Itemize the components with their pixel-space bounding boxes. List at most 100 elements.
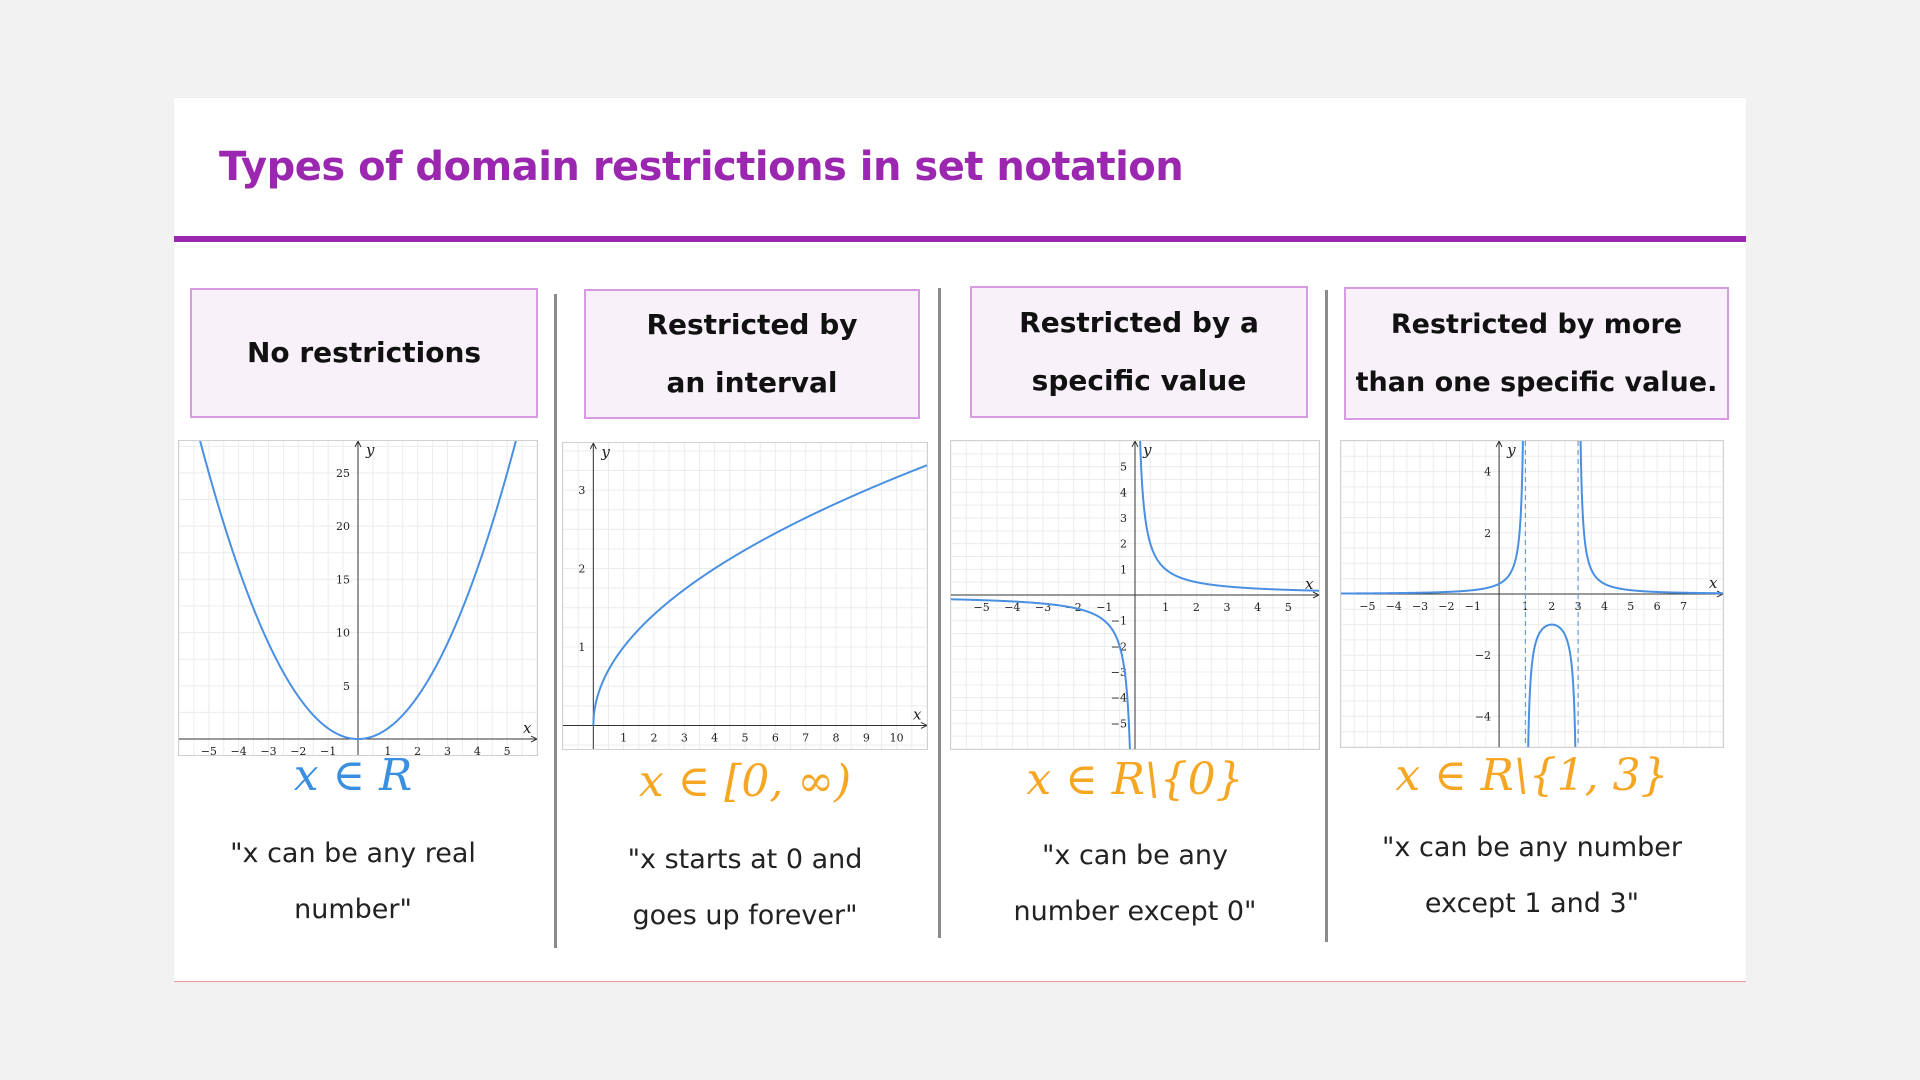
x-tick-label: −2 [1438, 600, 1454, 613]
label-line: than one specific value. [1355, 366, 1718, 398]
y-tick-label: 1 [1120, 563, 1127, 576]
x-tick-label: 1 [1162, 601, 1169, 614]
y-tick-label: 20 [336, 520, 350, 533]
title-underline [174, 236, 1746, 242]
y-tick-label: −2 [1475, 649, 1491, 662]
page-title: Types of domain restrictions in set nota… [219, 144, 1184, 190]
x-axis-arrow-icon [920, 722, 927, 729]
x-axis-label: x [1305, 575, 1314, 593]
y-tick-label: 2 [1484, 527, 1491, 540]
x-tick-label: −3 [1412, 600, 1428, 613]
y-tick-label: 15 [336, 573, 350, 586]
x-axis-arrow-icon [1716, 590, 1723, 598]
y-tick-label: 4 [1484, 466, 1491, 479]
description-all-reals: "x can be any real number" [178, 826, 528, 938]
label-line: Restricted by [646, 308, 858, 341]
chart-sqrt: 1 2 3 4 5 6 7 8 9 10 1 2 3 x y [563, 443, 927, 749]
notation-except-zero: x ∈ R\{0} [1026, 754, 1244, 805]
description-line: except 1 and 3" [1424, 888, 1640, 919]
x-tick-label: 9 [863, 731, 870, 744]
x-tick-label: 5 [1285, 601, 1292, 614]
x-tick-label: 6 [1654, 600, 1661, 613]
slide-bottom-border [174, 981, 1746, 982]
y-tick-label: 3 [1120, 512, 1127, 525]
function-curve [199, 441, 517, 741]
y-axis-label: y [600, 443, 610, 461]
function-curve [592, 464, 927, 726]
x-axis-arrow-icon [1312, 591, 1319, 599]
x-tick-label: 7 [802, 731, 809, 744]
x-axis-label: x [523, 719, 532, 737]
function-curve [951, 441, 1319, 749]
x-tick-label: 10 [890, 731, 904, 744]
x-tick-label: −1 [1465, 600, 1481, 613]
description-line: "x can be any real [230, 838, 476, 869]
x-tick-label: 1 [620, 731, 627, 744]
column-divider [938, 288, 941, 938]
description-line: "x can be any [1041, 840, 1229, 871]
y-tick-label: 1 [578, 641, 585, 654]
column-divider [554, 294, 557, 948]
y-axis-arrow-icon [1495, 441, 1503, 448]
y-tick-label: −4 [1475, 710, 1491, 723]
x-tick-label: 2 [1548, 600, 1555, 613]
x-tick-label: 4 [474, 745, 481, 755]
y-axis-label: y [1142, 441, 1152, 459]
description-except-one-three: "x can be any number except 1 and 3" [1340, 820, 1724, 932]
label-line: specific value [1031, 364, 1247, 397]
x-tick-label: 2 [651, 731, 658, 744]
description-line: "x can be any number [1382, 832, 1682, 863]
x-tick-label: 2 [414, 745, 421, 755]
x-axis-label: x [913, 705, 922, 723]
y-tick-label: 5 [1120, 461, 1127, 474]
y-axis-arrow-icon [589, 443, 597, 450]
y-tick-label: −3 [1111, 666, 1127, 679]
graph-reciprocal: −5 −4 −3 −2 −1 1 2 3 4 5 −5 −4 −3 −2 −1 1 2 3 4 5 x y [950, 440, 1320, 750]
x-tick-label: 1 [384, 745, 391, 755]
notation-except-one-three: x ∈ R\{1, 3} [1395, 750, 1669, 801]
y-tick-label: 5 [343, 680, 350, 693]
notation-all-reals: x ∈ R [293, 750, 413, 801]
x-tick-label: −1 [320, 745, 336, 755]
x-tick-label: −5 [1359, 600, 1375, 613]
y-tick-label: −5 [1111, 717, 1127, 730]
y-axis-arrow-icon [1131, 441, 1139, 448]
graph-parabola: −5 −4 −3 −2 −1 1 2 3 4 5 5 10 15 20 25 x y [178, 440, 538, 756]
x-tick-label: 6 [772, 731, 779, 744]
x-tick-label: −5 [974, 601, 990, 614]
y-tick-label: 25 [336, 467, 350, 480]
y-axis-label: y [365, 441, 375, 459]
x-tick-label: 8 [833, 731, 840, 744]
label-no-restrictions: No restrictions [190, 288, 538, 418]
y-tick-label: 3 [578, 484, 585, 497]
x-tick-label: 3 [1224, 601, 1231, 614]
x-axis-label: x [1709, 574, 1718, 592]
label-line: an interval [666, 366, 838, 399]
y-tick-label: −1 [1111, 615, 1127, 628]
label-line: No restrictions [246, 336, 482, 369]
x-tick-label: −4 [1386, 600, 1402, 613]
description-line: goes up forever" [632, 900, 858, 931]
y-tick-label: −4 [1111, 692, 1127, 705]
y-axis-arrow-icon [354, 441, 362, 448]
label-line: Restricted by a [1019, 306, 1259, 339]
function-curve [1341, 441, 1723, 747]
description-line: number" [294, 894, 412, 925]
x-tick-label: 5 [742, 731, 749, 744]
x-tick-label: 5 [1627, 600, 1634, 613]
label-specific-value: Restricted by a specific value [970, 286, 1308, 418]
description-line: "x starts at 0 and [627, 844, 863, 875]
x-tick-label: 5 [504, 745, 511, 755]
x-axis-arrow-icon [530, 735, 537, 743]
label-interval: Restricted by an interval [584, 289, 920, 419]
y-axis-label: y [1506, 441, 1516, 459]
description-interval: "x starts at 0 and goes up forever" [562, 832, 928, 944]
x-tick-label: 3 [444, 745, 451, 755]
description-line: number except 0" [1013, 896, 1257, 927]
y-tick-label: 2 [1120, 538, 1127, 551]
notation-interval: x ∈ [0, ∞) [638, 756, 852, 807]
x-tick-label: 7 [1680, 600, 1687, 613]
label-multiple-values: Restricted by more than one specific val… [1344, 287, 1729, 420]
x-tick-label: 4 [1254, 601, 1261, 614]
